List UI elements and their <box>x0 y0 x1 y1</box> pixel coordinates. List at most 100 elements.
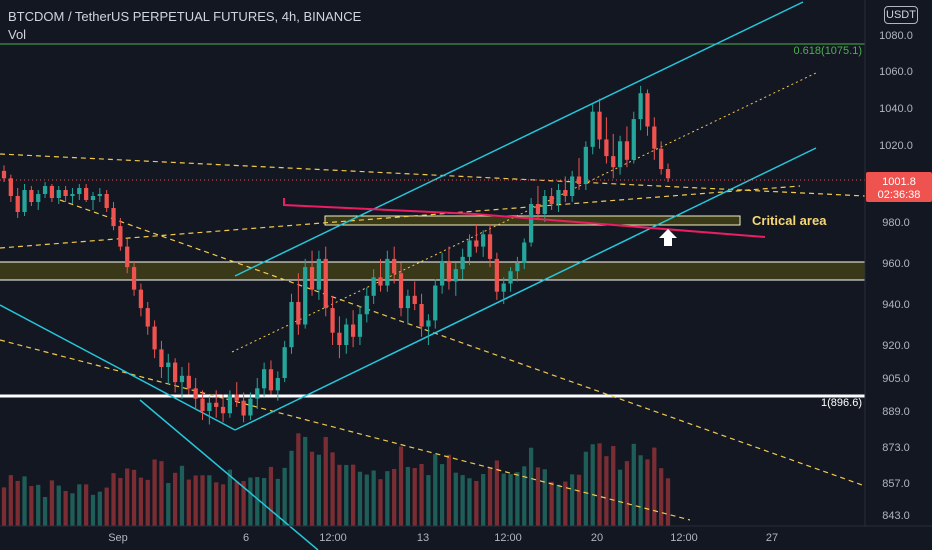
candle-body <box>453 269 458 282</box>
volume-bar <box>412 468 417 526</box>
volume-bar <box>426 475 431 526</box>
price-tick-label: 920.0 <box>882 340 910 352</box>
volume-bar <box>364 474 369 526</box>
volume-bar <box>118 477 123 526</box>
volume-bar <box>419 463 424 526</box>
candle-body <box>549 196 554 204</box>
volume-bar <box>597 443 602 526</box>
volume-bar <box>90 494 96 526</box>
volume-bar <box>1 487 7 526</box>
symbol-title[interactable]: BTCDOM / TetherUS PERPETUAL FUTURES, 4h,… <box>8 9 362 24</box>
candle-body <box>597 111 602 140</box>
volume-bar <box>522 466 527 526</box>
candle-body <box>665 169 671 179</box>
volume-bar <box>234 481 239 526</box>
volume-bar <box>275 478 280 526</box>
candle-body <box>398 273 404 309</box>
candle-body <box>337 332 342 345</box>
candle-body <box>22 190 27 212</box>
candle-body <box>405 295 410 309</box>
volume-bar <box>563 481 568 526</box>
volume-bar <box>439 464 445 526</box>
critical-area-label: Critical area <box>752 213 827 228</box>
candle-body <box>474 240 479 247</box>
dashed-descending-line <box>59 199 866 487</box>
volume-bar <box>576 474 582 526</box>
candle-body <box>193 388 198 399</box>
price-tick-label: 1080.0 <box>879 30 913 42</box>
candle-body <box>501 283 506 292</box>
candle-body <box>145 308 150 327</box>
candle-body <box>419 304 424 327</box>
volume-bar <box>378 479 383 526</box>
volume-bar <box>42 496 48 526</box>
volume-bar <box>207 475 212 526</box>
candle-body <box>63 190 68 196</box>
volume-bar <box>241 481 246 526</box>
candle-body <box>645 93 650 127</box>
dashed-resistance-line <box>0 153 866 197</box>
dashed-support-line <box>0 185 801 249</box>
candle-body <box>652 126 657 149</box>
candle-body <box>494 258 499 292</box>
volume-bar <box>494 460 499 526</box>
candle-body <box>528 204 534 243</box>
volume-bar <box>131 469 137 526</box>
volume-bar <box>570 474 575 526</box>
candle-body <box>392 258 397 274</box>
volume-bar <box>501 473 506 526</box>
candle-body <box>570 176 575 196</box>
volume-bar <box>392 468 397 526</box>
candle-body <box>138 289 144 309</box>
currency-button[interactable]: USDT <box>884 6 918 24</box>
candle-body <box>125 246 130 268</box>
volume-bar <box>248 477 253 526</box>
candle-body <box>262 369 267 389</box>
pink-trendline <box>283 198 766 238</box>
volume-bar <box>549 481 554 526</box>
candle-body <box>179 375 185 383</box>
price-tick-label: 960.0 <box>882 258 910 270</box>
volume-bar <box>145 479 150 526</box>
candle-body <box>433 285 438 321</box>
volume-bar <box>63 491 68 526</box>
descending-channel-lower <box>139 399 319 550</box>
dashed-lower-line <box>0 339 691 521</box>
volume-bar <box>337 464 342 526</box>
volume-bar <box>262 478 267 526</box>
candle-body <box>460 256 465 270</box>
countdown-timer: 02:36:38 <box>878 189 921 201</box>
candle-body <box>556 190 561 204</box>
volume-bar <box>193 475 198 526</box>
candle-body <box>309 267 315 290</box>
volume-bar <box>344 464 349 526</box>
candle-body <box>515 263 520 272</box>
volume-bar <box>29 486 34 526</box>
candle-body <box>481 234 486 247</box>
candle-body <box>583 146 588 184</box>
descending-channel-line <box>0 304 236 431</box>
candle-body <box>90 196 96 200</box>
candle-body <box>563 190 568 196</box>
candle-body <box>659 148 664 170</box>
volume-bar <box>97 491 102 526</box>
candle-body <box>522 242 527 263</box>
candle-body <box>200 398 205 411</box>
volume-bar <box>268 466 274 526</box>
time-axis[interactable]: Sep 6 12:00 13 12:00 20 12:00 27 <box>108 532 778 544</box>
candle-body <box>207 402 212 411</box>
price-tick-label: 1040.0 <box>879 103 913 115</box>
volume-indicator-label[interactable]: Vol <box>8 27 27 42</box>
price-tick-label: 873.0 <box>882 442 910 454</box>
volume-bar <box>70 493 75 526</box>
fib-0618-label: 0.618(1075.1) <box>794 45 863 57</box>
candle-body <box>111 208 116 227</box>
volume-bar <box>330 452 335 526</box>
volume-bar <box>583 451 588 526</box>
volume-bar <box>282 467 287 526</box>
candle-body <box>42 186 48 194</box>
volume-bar <box>289 450 294 526</box>
price-tick-label: 857.0 <box>882 478 910 490</box>
price-tick-label: 889.0 <box>882 406 910 418</box>
